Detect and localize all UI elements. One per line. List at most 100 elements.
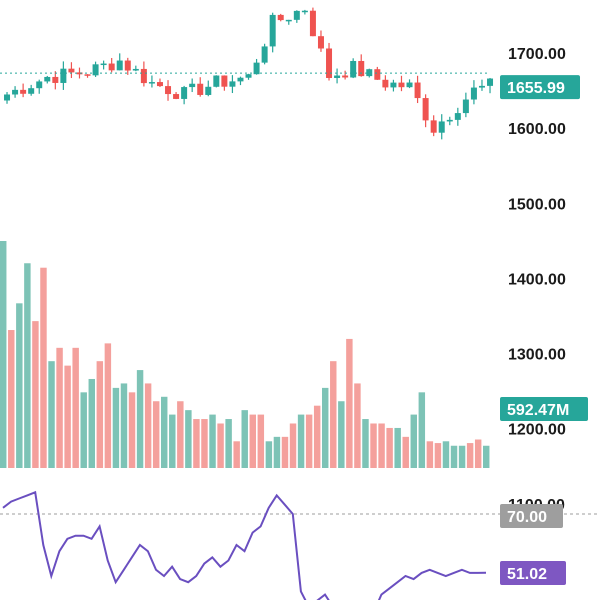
rsi-value-badge-bg — [500, 561, 566, 585]
candle-body — [229, 81, 236, 87]
last-price-badge: 1655.99 — [500, 75, 580, 100]
candle — [269, 12, 276, 53]
candle — [76, 67, 83, 79]
candle-body — [470, 87, 477, 100]
candle — [261, 43, 268, 65]
candle — [237, 76, 244, 86]
candle — [36, 79, 43, 94]
volume-bar — [442, 441, 450, 468]
candle — [205, 80, 212, 97]
rsi-overbought-badge-label: 70.00 — [507, 509, 547, 526]
price-tick-label: 1400.00 — [508, 271, 566, 288]
candle — [132, 65, 139, 72]
candle — [173, 92, 180, 100]
candle — [406, 79, 413, 89]
candle-body — [285, 19, 292, 22]
candle — [52, 71, 59, 90]
candle-body — [205, 86, 212, 95]
candle-body — [398, 82, 405, 88]
volume-bar — [483, 445, 490, 468]
volume-badge-label: 592.47M — [507, 402, 569, 419]
volume-bar — [313, 405, 321, 468]
candle-body — [4, 94, 11, 101]
volume-bar — [104, 343, 112, 468]
volume-bar — [201, 419, 208, 468]
candle — [165, 80, 172, 101]
candle-body — [374, 69, 381, 80]
volume-bar — [394, 427, 401, 468]
candle-body — [165, 86, 172, 95]
candle — [446, 116, 453, 126]
candle — [430, 115, 437, 137]
candle — [189, 78, 196, 93]
candle-body — [334, 75, 341, 78]
volume-badge: 592.47M — [500, 397, 588, 421]
candle — [326, 42, 333, 81]
price-tick-label: 1500.00 — [508, 196, 566, 213]
candle-body — [430, 120, 437, 133]
candle-body — [390, 82, 397, 88]
candle — [422, 94, 429, 128]
candle — [68, 62, 75, 79]
candle-body — [414, 82, 421, 99]
candle-body — [36, 81, 43, 89]
volume-bar — [112, 387, 120, 468]
candle-body — [181, 87, 188, 99]
candle-body — [301, 10, 308, 13]
volume-bar — [0, 241, 7, 468]
volume-bar — [225, 419, 232, 468]
volume-bar — [370, 423, 377, 468]
volume-bar — [209, 414, 216, 468]
rsi-overbought-badge-bg — [500, 504, 563, 528]
candle-body — [197, 83, 204, 95]
volume-bar — [330, 361, 337, 468]
candle-body — [156, 82, 163, 87]
price-pane[interactable] — [0, 7, 494, 140]
rsi-value-badge-label: 51.02 — [507, 566, 547, 583]
candle-body — [462, 99, 469, 114]
candle-body — [68, 68, 75, 73]
candle-body — [350, 60, 357, 78]
candle-body — [44, 76, 51, 82]
volume-badge-bg — [500, 397, 588, 421]
candle-body — [326, 48, 333, 78]
candle — [309, 7, 316, 37]
candle — [116, 53, 123, 71]
volume-bar — [144, 383, 152, 468]
candle-body — [60, 68, 67, 83]
candle — [84, 74, 91, 78]
volume-bar — [466, 443, 474, 468]
candle-body — [173, 94, 180, 99]
volume-bar — [56, 347, 63, 468]
volume-bar — [474, 439, 482, 468]
candle — [148, 75, 155, 88]
volume-bar — [410, 414, 417, 468]
candle — [221, 75, 228, 91]
volume-bar — [386, 427, 393, 468]
volume-bar — [426, 441, 434, 468]
candle — [4, 92, 11, 104]
candle — [28, 84, 35, 96]
candle-body — [454, 113, 461, 120]
volume-bar — [217, 423, 224, 468]
volume-pane[interactable] — [0, 241, 490, 468]
rsi-line — [2, 490, 487, 600]
volume-bar — [72, 347, 79, 468]
candle — [438, 114, 445, 140]
candle-body — [92, 64, 99, 76]
candle — [487, 77, 494, 94]
candle — [92, 61, 99, 77]
candle — [197, 77, 204, 97]
rsi-value-badge: 51.02 — [500, 561, 566, 585]
candle-body — [76, 72, 83, 75]
candle-body — [446, 119, 453, 122]
volume-bar — [289, 423, 297, 468]
volume-bar — [265, 441, 273, 468]
volume-bar — [128, 392, 136, 468]
candle — [342, 70, 349, 80]
candle — [301, 9, 308, 15]
volume-bar — [281, 436, 289, 468]
candle — [20, 83, 27, 98]
volume-bar — [24, 263, 31, 468]
